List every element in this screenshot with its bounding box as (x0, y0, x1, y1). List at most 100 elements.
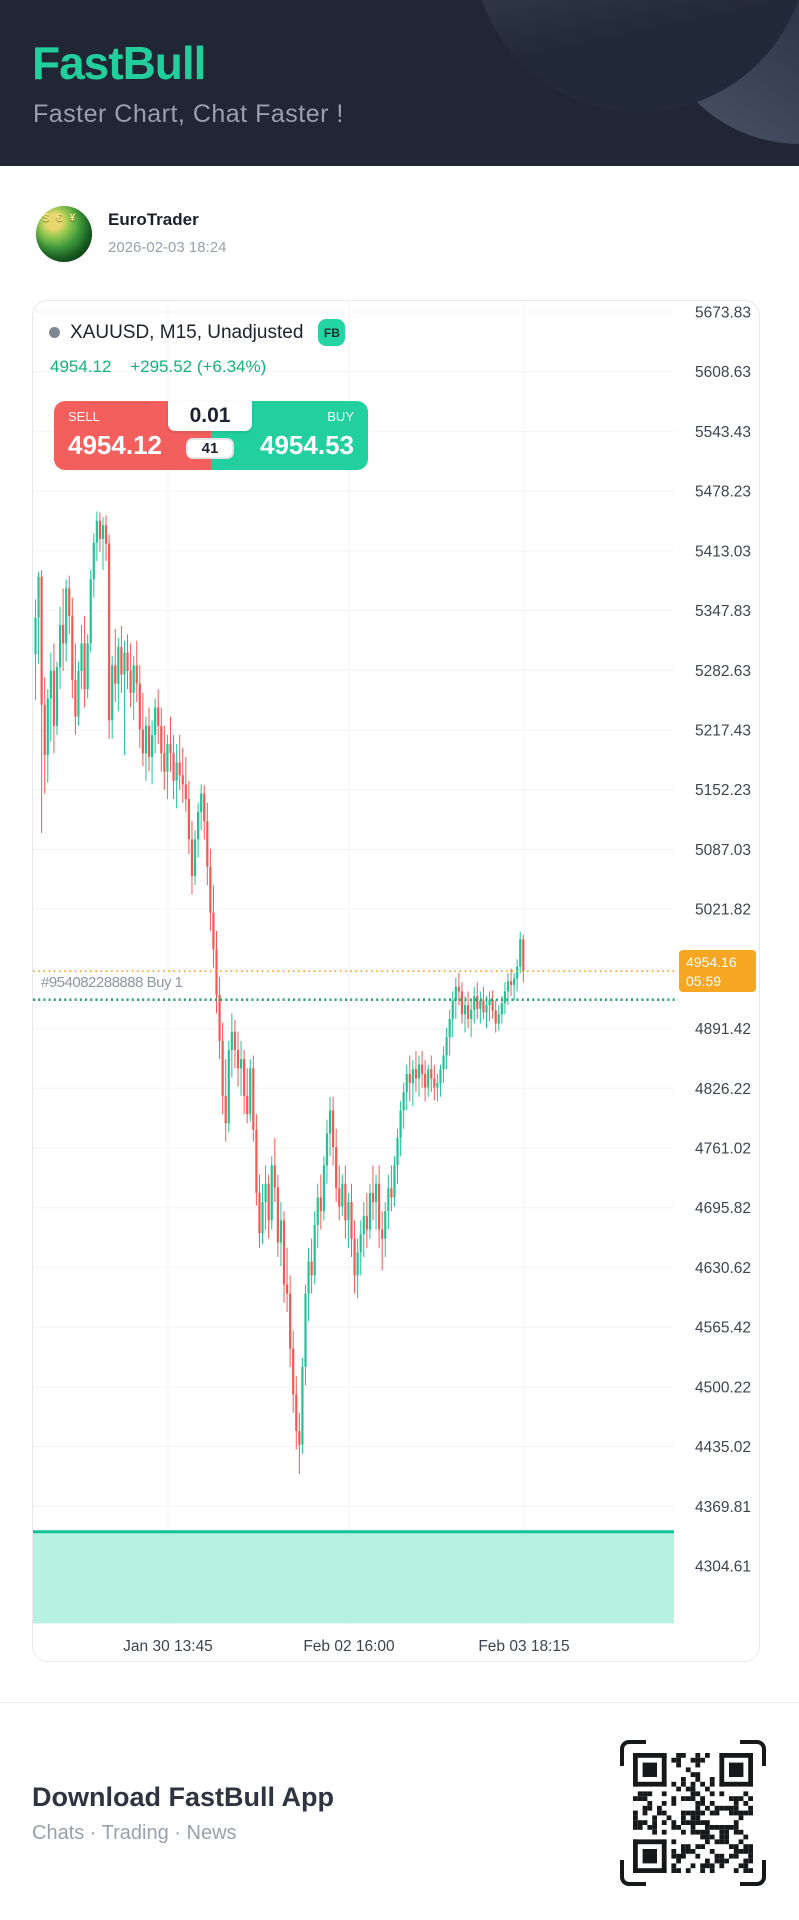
candle-body (420, 1064, 424, 1074)
candle-body (190, 839, 194, 877)
candle-body (328, 1110, 332, 1134)
post-header: EuroTrader 2026-02-03 18:24 (36, 206, 226, 262)
candle-body (402, 1092, 405, 1111)
symbol-row: XAUUSD, M15, Unadjusted FB (49, 319, 346, 346)
qr-corner-bracket-icon (620, 1860, 646, 1886)
y-axis-label: 5217.43 (695, 722, 751, 739)
fastbull-logo: FastBull (32, 37, 206, 89)
candle-body (356, 1252, 359, 1276)
candle-body (411, 1069, 414, 1083)
candle-body (457, 986, 460, 992)
candle-body (365, 1215, 368, 1230)
y-axis-label: 5152.23 (695, 782, 751, 799)
candle-body (378, 1183, 381, 1230)
candle-body (522, 939, 525, 972)
username[interactable]: EuroTrader (108, 210, 199, 229)
price-pane-svg[interactable]: 5673.83 5608.63 5543.43 5478.23 5413.03 5347.… (33, 301, 760, 1662)
candle-body (344, 1183, 347, 1221)
candle-body (270, 1165, 273, 1221)
candle-body (347, 1202, 350, 1221)
candle-body (279, 1220, 283, 1243)
candle-body (353, 1238, 356, 1276)
buy-price: 4954.53 (260, 430, 354, 460)
candle-body (249, 1068, 252, 1115)
candle-body (252, 1068, 255, 1130)
candle-body (123, 652, 126, 675)
candle-body (513, 978, 516, 986)
candle-body (255, 1129, 258, 1193)
candle-body (362, 1215, 365, 1235)
candle-body (381, 1229, 384, 1239)
candle-body (519, 939, 522, 967)
symbol-title: XAUUSD, M15, Unadjusted (70, 321, 304, 343)
candle-body (111, 665, 114, 721)
y-axis-label: 4695.82 (695, 1200, 751, 1217)
candle-body (120, 647, 123, 675)
qr-code (620, 1740, 766, 1886)
candle-body (197, 811, 200, 840)
candle-body (399, 1110, 402, 1138)
candle-body (46, 698, 49, 756)
avatar[interactable] (36, 206, 92, 262)
y-axis-label: 4369.81 (695, 1499, 751, 1516)
candle-body (463, 1005, 467, 1015)
y-axis-label: 5478.23 (695, 484, 751, 501)
candle-body (368, 1192, 372, 1230)
y-axis-label: 5021.82 (695, 902, 751, 919)
candle-body (430, 1069, 433, 1079)
candle-body (261, 1202, 264, 1234)
candle-body (187, 799, 190, 840)
candle-body (405, 1073, 408, 1093)
candle-body (331, 1110, 335, 1148)
candle-body (221, 1040, 224, 1096)
y-axis-label: 5673.83 (695, 305, 751, 322)
candle-body (497, 1014, 500, 1024)
candle-body (157, 707, 160, 726)
candle-body (374, 1183, 378, 1203)
candle-body (387, 1188, 390, 1212)
candle-body (338, 1188, 341, 1207)
footer-subtitle: Chats · Trading · News (32, 1822, 237, 1844)
y-axis-label: 4565.42 (695, 1320, 751, 1337)
candle-body (184, 784, 187, 800)
candle-body (126, 652, 129, 671)
candle-body (129, 670, 132, 693)
buy-label: BUY (327, 409, 354, 424)
candle-body (34, 617, 37, 655)
candle-body (466, 1005, 470, 1019)
app-header: FastBull Faster Chart, Chat Faster ! (0, 0, 799, 166)
y-axis-label: 4761.02 (695, 1140, 751, 1157)
qr-corner-bracket-icon (740, 1860, 766, 1886)
symbol-status-dot-icon (49, 327, 60, 338)
candle-body (384, 1211, 387, 1239)
y-axis-label: 5347.83 (695, 603, 751, 620)
candle-body (239, 1059, 243, 1069)
indicator-band (33, 1531, 674, 1624)
sell-label: SELL (68, 409, 100, 424)
candle-body (442, 1055, 445, 1070)
candle-body (335, 1147, 338, 1189)
footer-divider (0, 1702, 799, 1703)
candle-body (209, 866, 212, 913)
buy-button[interactable]: BUY 4954.53 (211, 401, 368, 470)
candle-body (298, 1431, 301, 1445)
candle-body (289, 1293, 292, 1349)
candle-body (414, 1069, 418, 1079)
lot-size-box[interactable]: 0.01 (168, 401, 252, 431)
candle-body (359, 1234, 362, 1253)
y-axis-label: 4304.61 (695, 1558, 751, 1575)
candle-body (206, 821, 209, 867)
candle-body (52, 670, 56, 726)
candle-body (144, 725, 148, 754)
order-line-label: #954082288888 Buy 1 (41, 974, 183, 992)
candle-body (172, 753, 175, 781)
candle-body (371, 1192, 375, 1203)
candle-body (436, 1082, 439, 1088)
candle-body (485, 1005, 488, 1013)
candle-body (396, 1137, 399, 1166)
candle-body (224, 1095, 227, 1124)
candle-body (246, 1095, 249, 1115)
candle-body (86, 643, 89, 690)
candle-body (37, 576, 40, 618)
x-axis-label: Jan 30 13:45 (123, 1638, 213, 1655)
